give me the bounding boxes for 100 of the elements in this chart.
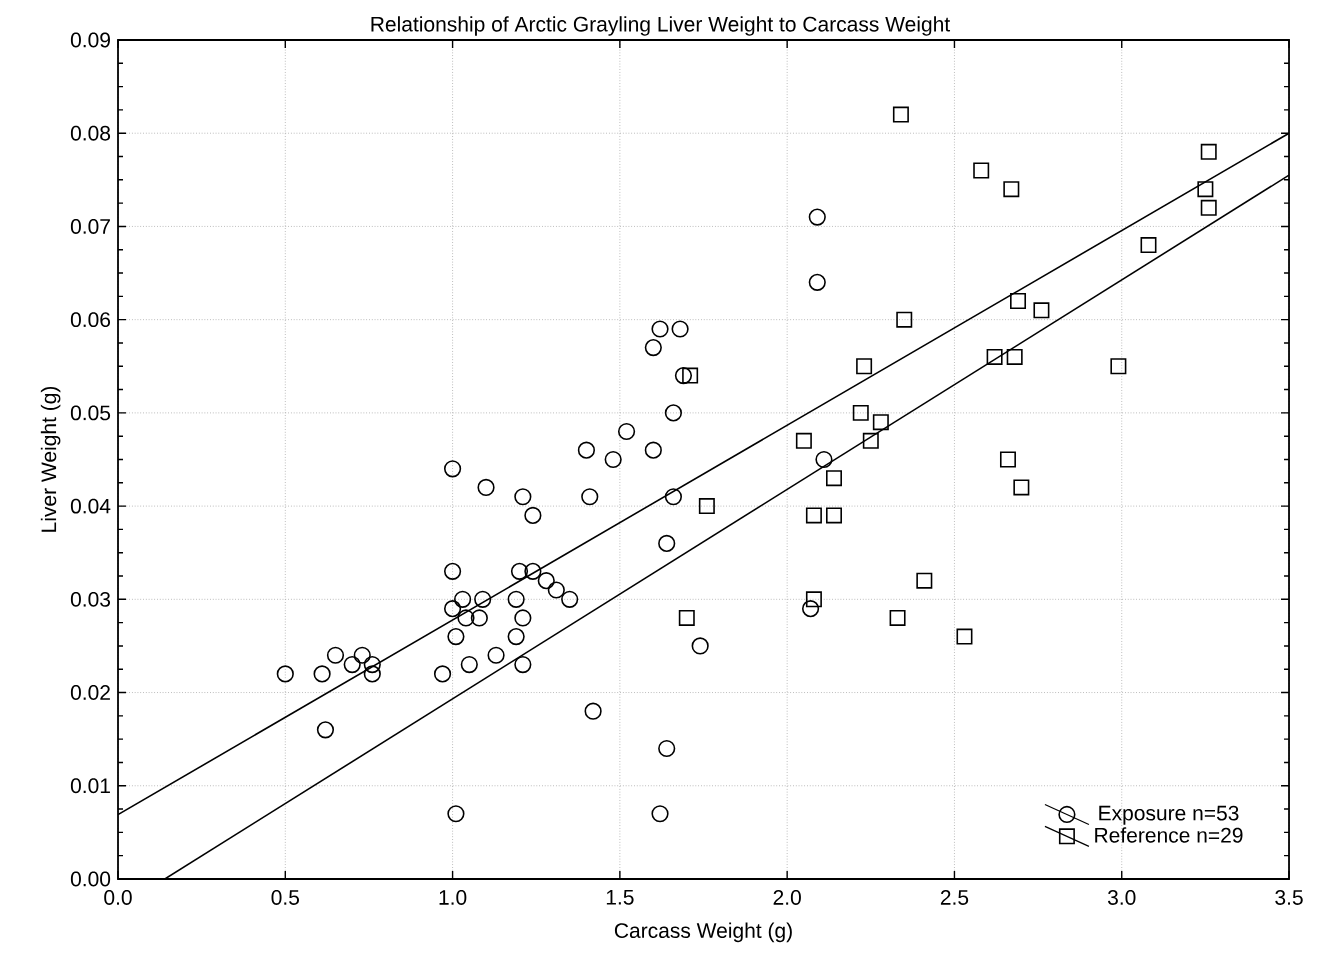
point <box>644 441 662 459</box>
point <box>343 655 361 674</box>
point <box>664 488 683 506</box>
point <box>815 450 833 469</box>
point <box>999 451 1016 468</box>
point <box>1110 358 1127 375</box>
point <box>276 665 294 683</box>
point <box>973 162 990 179</box>
y-tick-label: 0.02 <box>70 685 110 700</box>
point <box>1013 479 1030 496</box>
point <box>443 562 462 580</box>
point <box>604 450 622 469</box>
y-tick-label: 0.08 <box>70 125 111 141</box>
legend-label: Exposure n=53 <box>1099 805 1239 825</box>
point <box>447 628 465 646</box>
y-tick-label: 0.07 <box>70 219 110 234</box>
x-axis-title: Carcass Weight (g) <box>614 922 792 943</box>
x-tick-label: 2.5 <box>940 890 969 905</box>
point <box>856 358 873 375</box>
point <box>896 311 913 328</box>
point <box>454 590 472 608</box>
point <box>862 432 879 449</box>
y-tick-label: 0.00 <box>70 871 111 887</box>
point <box>474 590 492 608</box>
point <box>651 805 669 823</box>
point <box>808 273 826 291</box>
point <box>826 507 842 524</box>
point <box>644 339 662 357</box>
point <box>795 432 812 449</box>
point <box>316 721 335 739</box>
y-tick-label: 0.01 <box>70 778 110 794</box>
point <box>808 208 826 226</box>
point <box>577 441 596 459</box>
point <box>805 591 822 608</box>
point <box>889 609 906 626</box>
y-tick-label: 0.03 <box>70 591 111 607</box>
point <box>805 507 822 524</box>
point <box>363 655 381 674</box>
point <box>956 628 973 645</box>
point <box>326 646 345 664</box>
point <box>1003 181 1020 198</box>
point <box>1140 237 1157 254</box>
point <box>487 646 505 664</box>
point <box>477 478 495 497</box>
point <box>581 488 599 506</box>
point <box>674 366 693 385</box>
point <box>682 367 699 384</box>
point <box>561 590 579 608</box>
x-tick-label: 3.5 <box>1275 890 1303 905</box>
point <box>1033 302 1050 319</box>
point <box>698 498 715 515</box>
chart-title: Relationship of Arctic Grayling Liver Weight to Carcass Weight <box>371 16 951 36</box>
point <box>892 106 909 123</box>
point <box>447 805 465 823</box>
point <box>460 655 478 674</box>
point <box>916 572 933 589</box>
point <box>524 506 542 525</box>
point <box>617 422 636 441</box>
point <box>664 404 683 422</box>
point <box>547 581 565 599</box>
point <box>537 572 555 590</box>
point <box>443 460 462 478</box>
y-tick-label: 0.06 <box>70 312 111 328</box>
y-tick-label: 0.09 <box>70 32 110 48</box>
point <box>363 665 381 683</box>
point <box>443 600 462 618</box>
x-tick-label: 2.0 <box>773 890 801 905</box>
y-axis-title: Liver Weight (g) <box>40 386 61 532</box>
point <box>658 534 676 552</box>
point <box>691 637 709 655</box>
point <box>353 646 371 664</box>
x-tick-label: 1.5 <box>606 890 634 905</box>
point <box>514 488 532 506</box>
point <box>507 628 525 646</box>
point <box>524 562 542 580</box>
y-tick-label: 0.05 <box>70 405 111 421</box>
x-tick-label: 3.0 <box>1107 890 1136 905</box>
point <box>1006 348 1023 365</box>
point <box>1200 143 1217 160</box>
point <box>514 609 532 627</box>
point <box>313 665 331 683</box>
point <box>678 609 695 626</box>
point <box>507 590 525 608</box>
point <box>658 739 676 758</box>
point <box>433 665 452 683</box>
point <box>1200 199 1217 216</box>
point <box>651 320 669 338</box>
point <box>852 404 869 421</box>
point <box>584 702 602 720</box>
point <box>801 600 820 618</box>
point <box>671 320 689 338</box>
legend-label: Reference n=29 <box>1095 827 1243 843</box>
x-tick-label: 0.5 <box>271 890 300 905</box>
point <box>1197 181 1214 198</box>
x-tick-label: 1.0 <box>439 890 467 905</box>
point <box>514 655 532 674</box>
point <box>826 470 842 487</box>
point <box>986 348 1003 365</box>
point <box>510 562 529 580</box>
y-tick-label: 0.04 <box>70 498 111 514</box>
